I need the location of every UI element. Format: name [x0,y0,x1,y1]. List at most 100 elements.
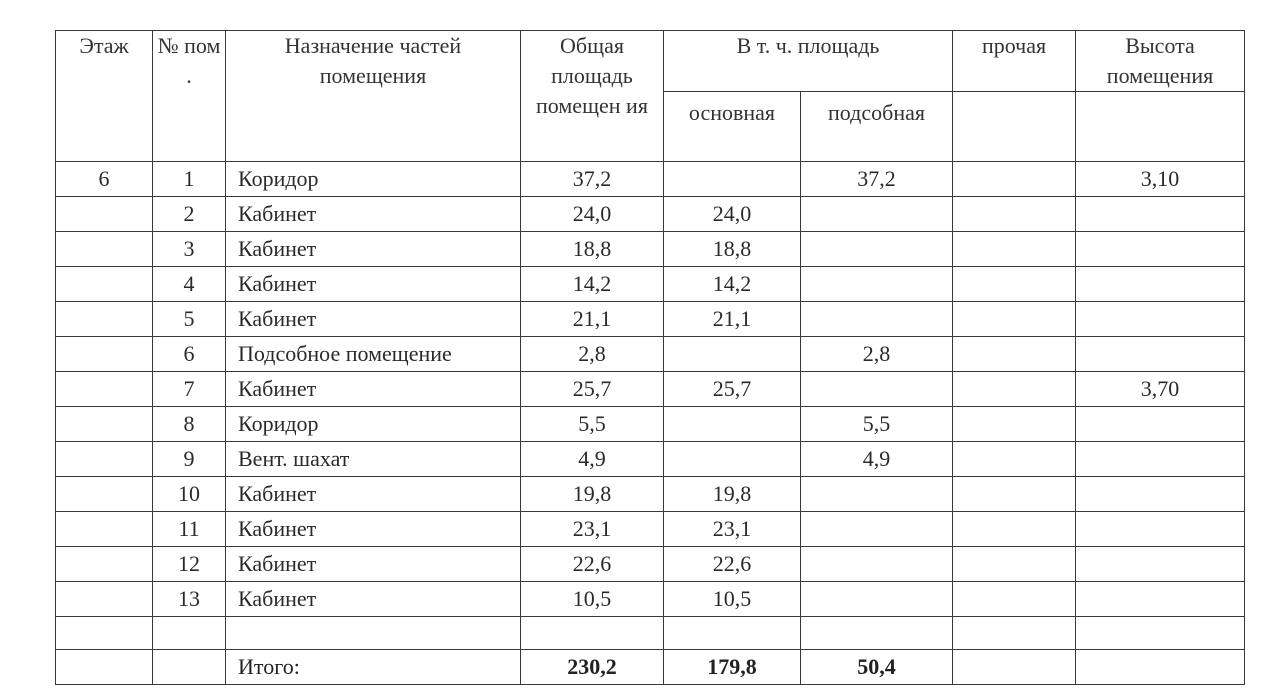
aux-area-cell [799,231,954,267]
main-area-cell [663,406,801,442]
room-no-cell: 7 [152,371,226,407]
room-name-cell: Кабинет [225,301,521,337]
other-area-cell [952,546,1077,582]
total-area-cell: 24,0 [520,196,664,232]
floor-cell [55,406,153,442]
floor-cell [55,266,153,302]
room-name-cell: Кабинет [225,581,521,617]
height-cell [1075,476,1246,512]
floor-cell [55,196,153,232]
main-area-sum: 179,8 [663,649,801,685]
other-area-cell [952,301,1077,337]
other-area-cell [952,441,1077,477]
aux-area-cell [799,371,954,407]
room-name-cell: Кабинет [225,371,521,407]
other-area-cell [952,266,1077,302]
header-incl-area: В т. ч. площадь [662,30,954,92]
height-cell [1075,511,1246,547]
main-area-cell: 18,8 [663,231,801,267]
table-row: 5 Кабинет 21,1 21,1 [55,301,1246,337]
height-cell [1075,196,1246,232]
table-row: 4 Кабинет 14,2 14,2 [55,266,1246,302]
empty-cell [952,649,1077,685]
floor-cell: 6 [55,161,153,197]
other-area-cell [952,406,1077,442]
floor-cell [55,371,153,407]
empty-cell [1075,616,1246,650]
header-height-sub [1075,91,1246,162]
total-area-cell: 14,2 [520,266,664,302]
total-area-cell: 22,6 [520,546,664,582]
room-no-cell: 8 [152,406,226,442]
empty-cell [55,616,153,650]
room-name-cell: Подсобное помещение [225,336,521,372]
table-row: 11 Кабинет 23,1 23,1 [55,511,1246,547]
height-cell [1075,406,1246,442]
height-cell: 3,10 [1075,161,1246,197]
aux-area-cell: 4,9 [799,441,954,477]
table-row: 10 Кабинет 19,8 19,8 [55,476,1246,512]
main-area-cell [663,161,801,197]
height-cell [1075,336,1246,372]
room-name-cell: Кабинет [225,231,521,267]
other-area-cell [952,476,1077,512]
empty-cell [663,616,801,650]
room-no-cell: 13 [152,581,226,617]
table-row: 3 Кабинет 18,8 18,8 [55,231,1246,267]
empty-cell [55,649,153,685]
main-area-cell: 21,1 [663,301,801,337]
floor-cell [55,336,153,372]
room-name-cell: Кабинет [225,546,521,582]
aux-area-cell: 2,8 [799,336,954,372]
table-row: 6 1 Коридор 37,2 37,2 3,10 [55,161,1246,197]
blank-row [55,616,1246,650]
header-total-area: Общая площадь помещен ия [520,30,664,162]
table-row: 7 Кабинет 25,7 25,7 3,70 [55,371,1246,407]
empty-cell [799,616,954,650]
header-other: прочая [952,30,1077,92]
aux-area-cell: 37,2 [799,161,954,197]
floor-cell [55,231,153,267]
height-cell [1075,581,1246,617]
total-area-cell: 18,8 [520,231,664,267]
table-row: 8 Коридор 5,5 5,5 [55,406,1246,442]
room-name-cell: Кабинет [225,196,521,232]
height-cell: 3,70 [1075,371,1246,407]
aux-area-cell [799,581,954,617]
main-area-cell: 22,6 [663,546,801,582]
total-row: Итого: 230,2 179,8 50,4 [55,649,1246,685]
room-name-cell: Коридор [225,406,521,442]
empty-cell [152,616,226,650]
other-area-cell [952,161,1077,197]
total-area-cell: 25,7 [520,371,664,407]
floor-cell [55,441,153,477]
header-auxiliary: подсобная [799,91,954,162]
main-area-cell: 10,5 [663,581,801,617]
header-height: Высота помещения [1075,30,1246,92]
table-row: 12 Кабинет 22,6 22,6 [55,546,1246,582]
room-no-cell: 5 [152,301,226,337]
total-area-cell: 2,8 [520,336,664,372]
other-area-cell [952,196,1077,232]
floor-cell [55,301,153,337]
floor-cell [55,476,153,512]
table-row: 2 Кабинет 24,0 24,0 [55,196,1246,232]
total-area-cell: 5,5 [520,406,664,442]
header-floor: Этаж [55,30,153,162]
header-other-sub [952,91,1077,162]
empty-cell [152,649,226,685]
room-no-cell: 4 [152,266,226,302]
other-area-cell [952,231,1077,267]
room-no-cell: 6 [152,336,226,372]
floor-cell [55,546,153,582]
height-cell [1075,231,1246,267]
header-main: основная [663,91,801,162]
aux-area-cell [799,546,954,582]
room-area-table: Этаж № пом . Назначение частей помещения… [55,30,1246,685]
total-area-cell: 21,1 [520,301,664,337]
main-area-cell: 19,8 [663,476,801,512]
room-no-cell: 1 [152,161,226,197]
height-cell [1075,301,1246,337]
room-name-cell: Кабинет [225,511,521,547]
other-area-cell [952,371,1077,407]
